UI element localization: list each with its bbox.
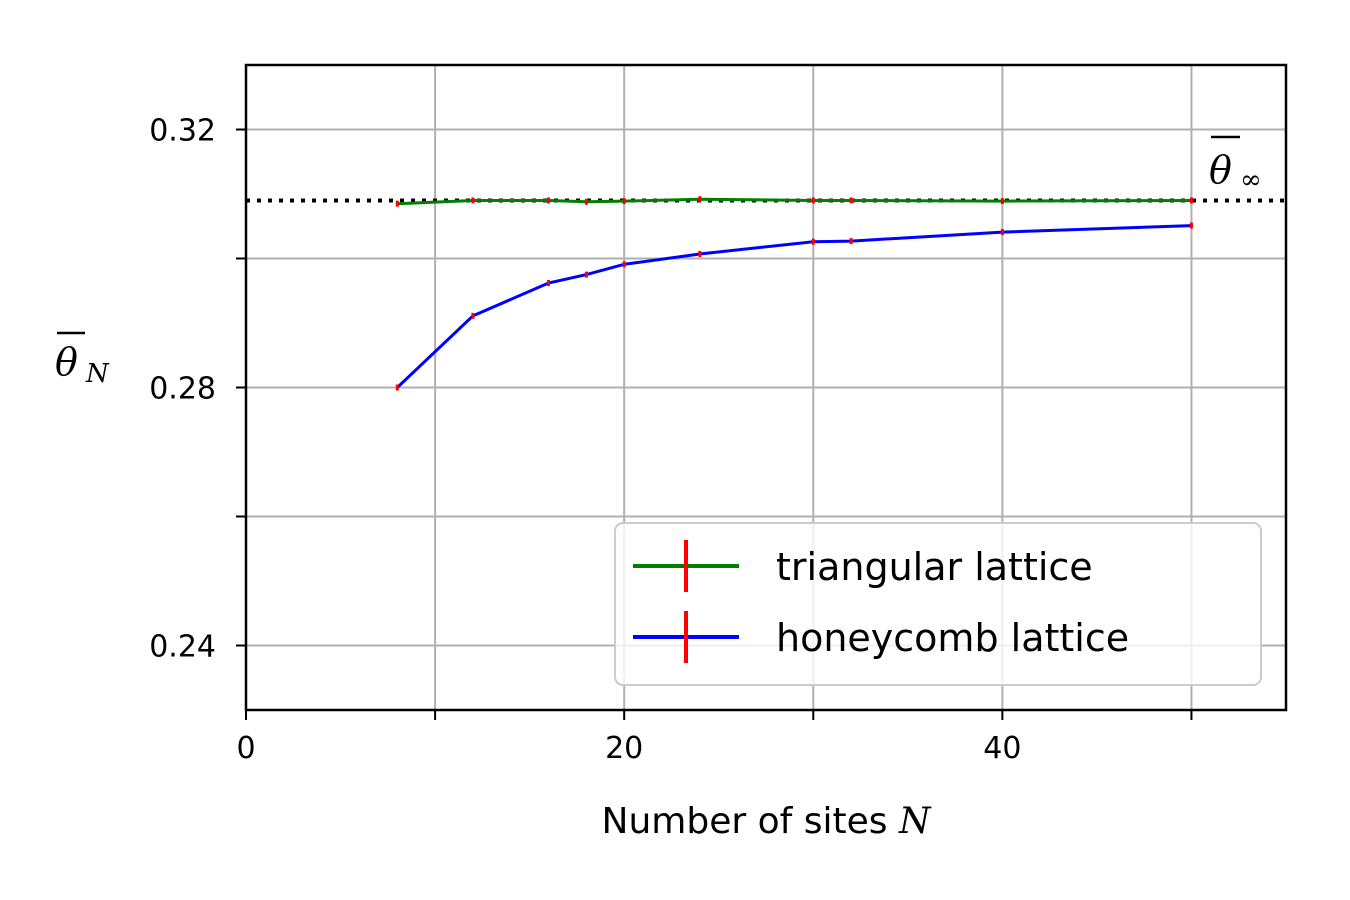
reference-line-label: θ ∞ [1209,135,1262,195]
y-tick-label: 0.24 [149,630,216,665]
series-line-honeycomb [396,224,1192,389]
series-group [395,196,1193,391]
ticks: 0 20 40 0.24 0.28 0.32 [149,114,1193,766]
legend-label-honeycomb: honeycomb lattice [776,616,1129,660]
y-axis-label: θ N [55,331,110,389]
x-tick-label: 0 [236,731,255,766]
x-tick-label: 40 [983,731,1021,766]
legend-box [614,522,1262,686]
legend-label-triangular: triangular lattice [776,545,1093,589]
y-tick-label: 0.32 [149,114,216,149]
x-axis-label: Number of sites N [602,801,932,842]
legend: triangular lattice honeycomb lattice [614,522,1262,686]
y-tick-label: 0.28 [149,372,216,407]
reference-label-symbol: θ [1209,148,1232,192]
y-axis-label-symbol: θ [55,340,78,384]
series-line-triangular [397,197,1192,206]
reference-label-subscript: ∞ [1240,165,1262,195]
y-axis-label-subscript: N [85,359,110,389]
x-axis-variable: N [898,801,932,842]
x-tick-label: 20 [605,731,643,766]
